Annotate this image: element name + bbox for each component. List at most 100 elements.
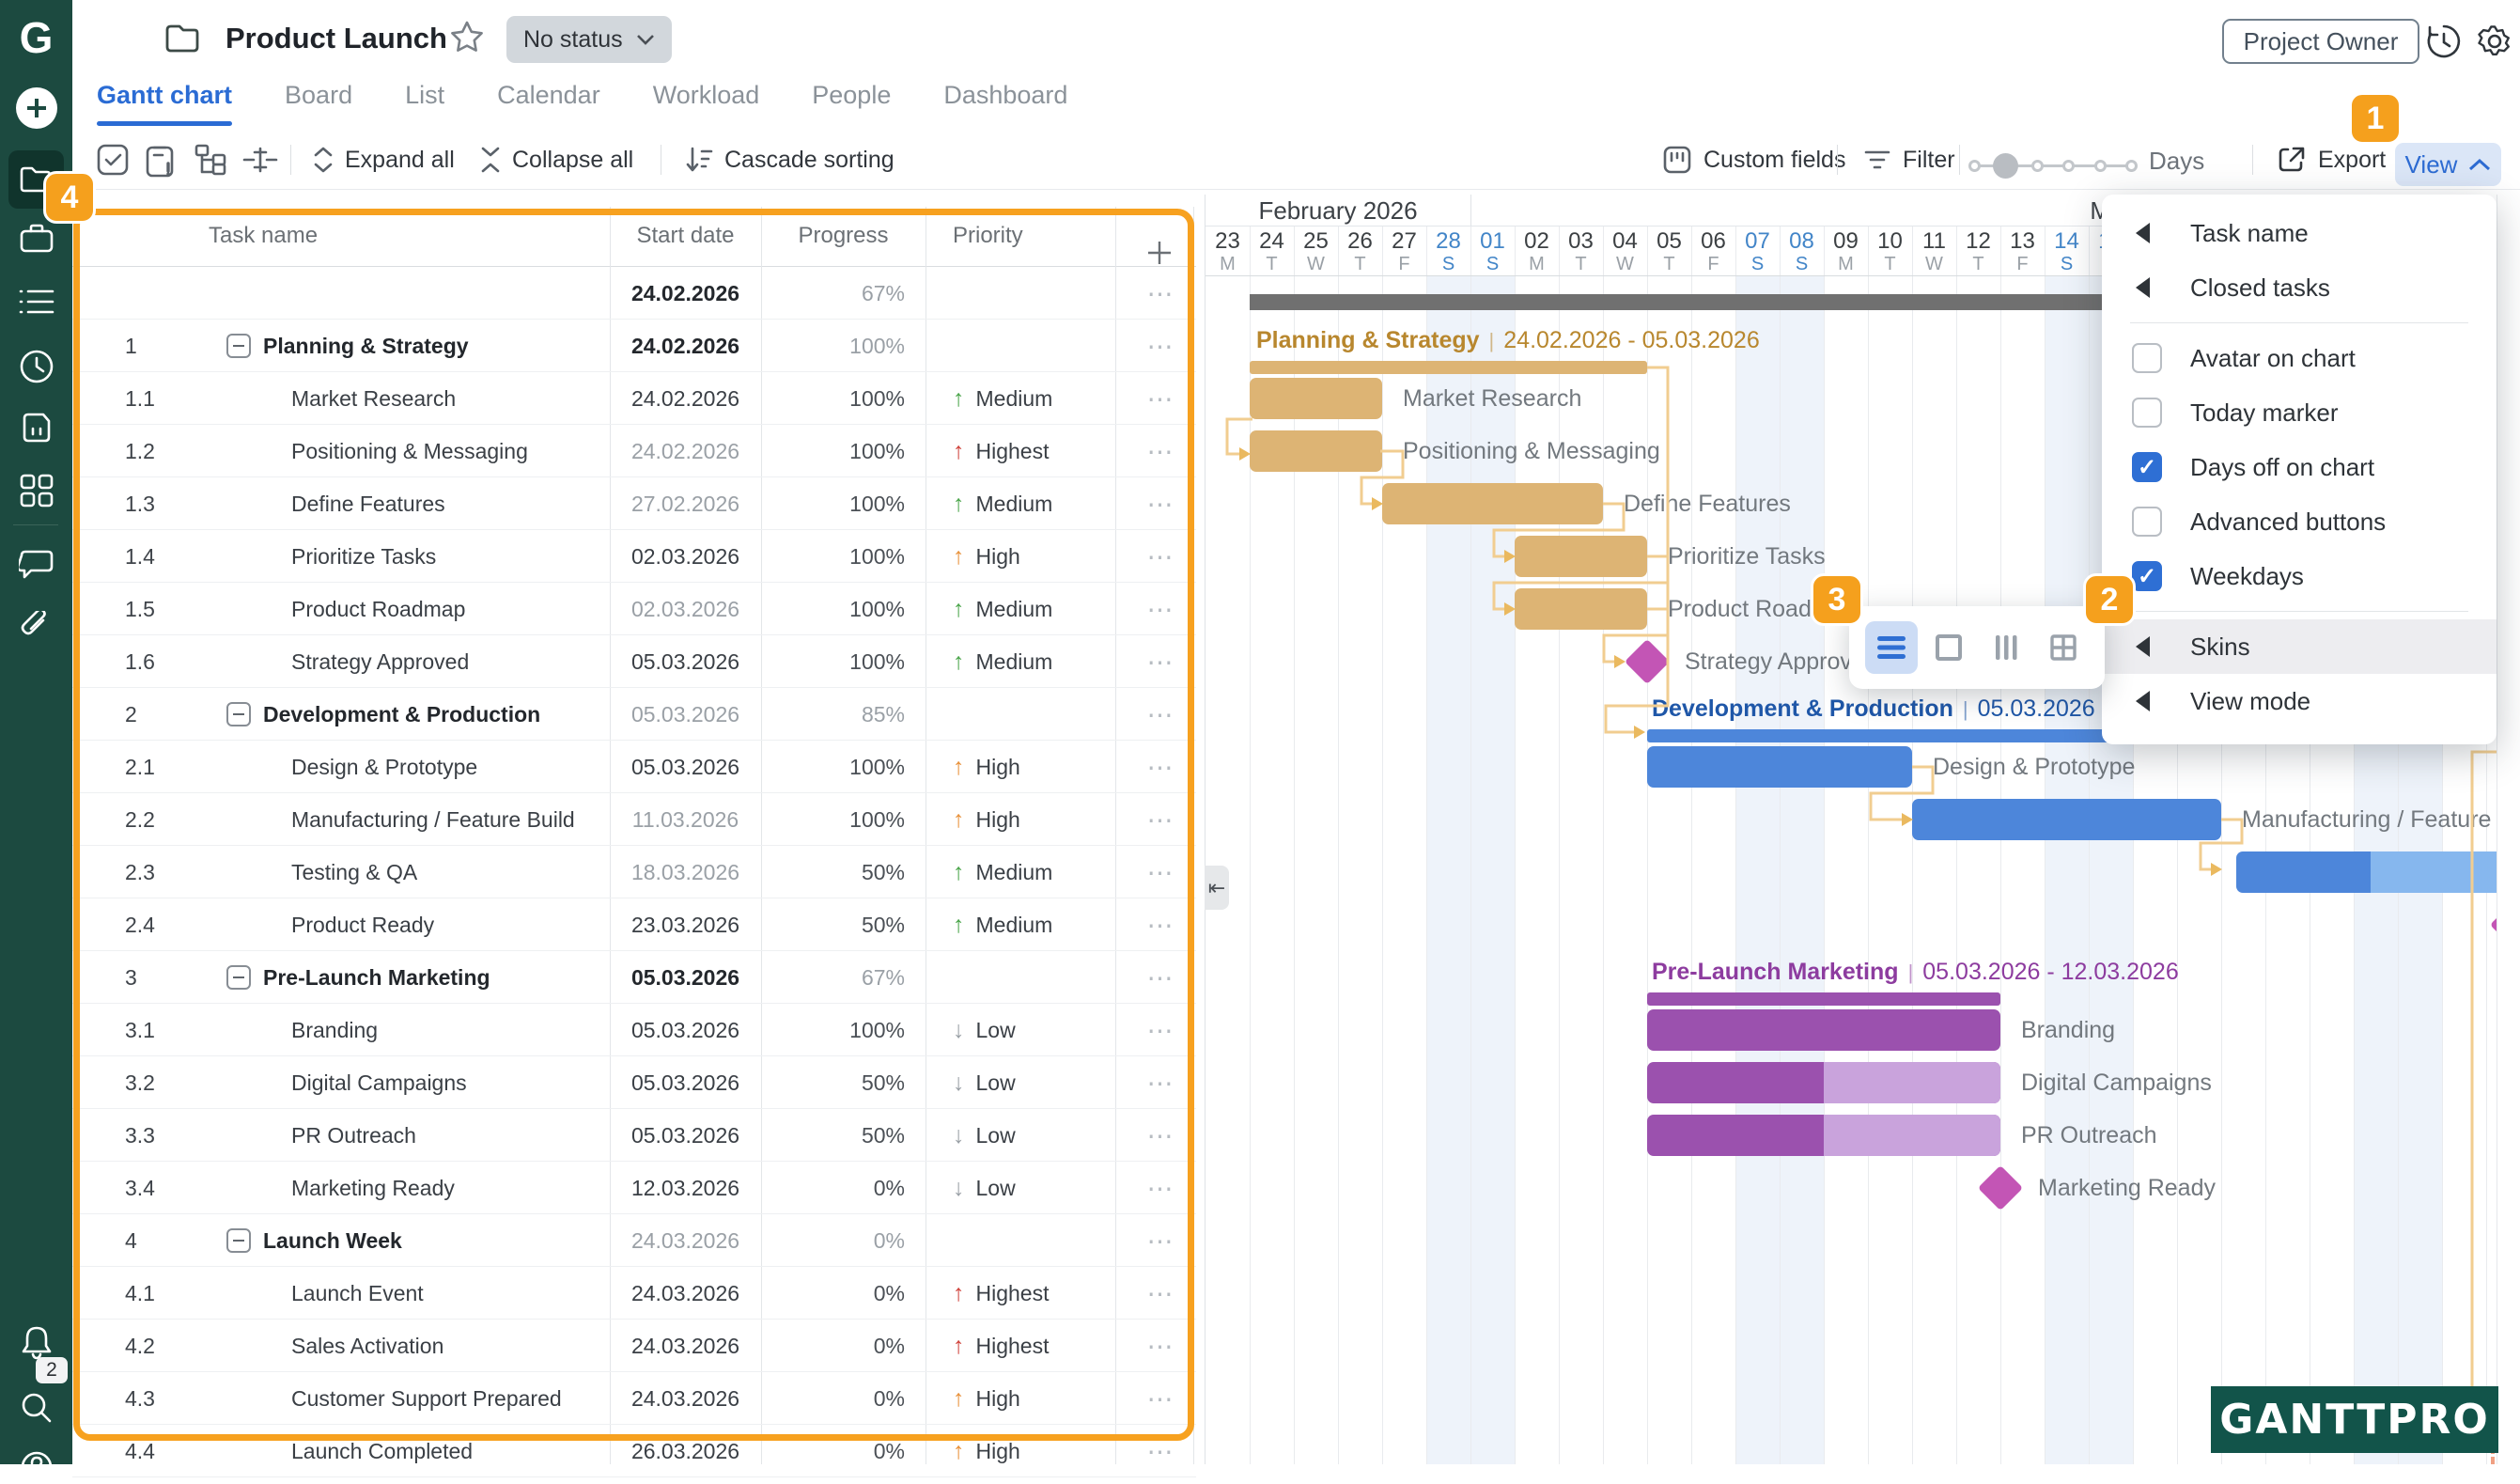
checkbox-unchecked[interactable] [2132, 398, 2162, 428]
column-task-name[interactable]: Task name [209, 223, 319, 248]
expand-all-button[interactable]: Expand all [313, 139, 455, 180]
task-name[interactable]: Marketing Ready [291, 1175, 455, 1200]
task-name[interactable]: Digital Campaigns [291, 1070, 467, 1095]
collapse-row-icon[interactable] [226, 1228, 251, 1253]
table-row[interactable]: 3.3 PR Outreach 05.03.2026 50% ↓ Low ⋯ [72, 1109, 1196, 1162]
table-row[interactable]: 3 Pre-Launch Marketing 05.03.2026 67% ⋯ [72, 951, 1196, 1004]
row-menu-icon[interactable]: ⋯ [1146, 436, 1174, 466]
create-new-button[interactable] [0, 86, 72, 130]
task-name[interactable]: Customer Support Prepared [291, 1385, 562, 1411]
menu-item-closed-tasks[interactable]: Closed tasks [2102, 260, 2497, 315]
notifications-bell-icon[interactable] [20, 1325, 54, 1361]
task-alert-icon[interactable] [144, 143, 178, 179]
task-name[interactable]: Product Ready [291, 912, 435, 937]
task-name[interactable]: Sales Activation [291, 1333, 444, 1358]
row-menu-icon[interactable]: ⋯ [1146, 857, 1174, 887]
task-name[interactable]: Launch Event [291, 1280, 424, 1305]
history-icon[interactable] [2425, 23, 2463, 60]
task-name[interactable]: Positioning & Messaging [291, 438, 528, 463]
task-name[interactable]: Product Roadmap [291, 596, 466, 621]
hierarchy-icon[interactable] [193, 143, 228, 177]
boxes-skin-icon[interactable] [1922, 621, 1975, 674]
table-row[interactable]: 3.1 Branding 05.03.2026 100% ↓ Low ⋯ [72, 1004, 1196, 1056]
settings-gear-icon[interactable] [2476, 23, 2513, 60]
group-bar[interactable] [1647, 992, 2000, 1006]
task-bar[interactable] [1647, 1062, 2000, 1103]
row-menu-icon[interactable]: ⋯ [1146, 1331, 1174, 1361]
task-bar[interactable] [1912, 799, 2221, 840]
table-row[interactable]: 4.3 Customer Support Prepared 24.03.2026 0%… [72, 1372, 1196, 1425]
menu-item-task-name[interactable]: Task name [2102, 206, 2497, 260]
tab-people[interactable]: People [812, 81, 892, 109]
tab-dashboard[interactable]: Dashboard [943, 81, 1068, 109]
row-menu-icon[interactable]: ⋯ [1146, 910, 1174, 940]
task-name[interactable]: Branding [291, 1017, 379, 1042]
columns-skin-icon[interactable] [1980, 621, 2032, 674]
row-menu-icon[interactable]: ⋯ [1146, 489, 1174, 519]
help-icon[interactable] [20, 1450, 54, 1484]
favorite-star-icon[interactable] [448, 19, 486, 56]
row-menu-icon[interactable]: ⋯ [1146, 647, 1174, 677]
tab-workload[interactable]: Workload [652, 81, 760, 109]
checkbox-unchecked[interactable] [2132, 343, 2162, 373]
table-row[interactable]: 1.3 Define Features 27.02.2026 100% ↑ Medium… [72, 477, 1196, 530]
row-menu-icon[interactable]: ⋯ [1146, 278, 1174, 308]
column-priority[interactable]: Priority [953, 223, 1023, 248]
row-menu-icon[interactable]: ⋯ [1146, 1383, 1174, 1414]
row-menu-icon[interactable]: ⋯ [1146, 383, 1174, 414]
menu-item-skins[interactable]: Skins [2102, 619, 2497, 674]
table-row[interactable]: 4.2 Sales Activation 24.03.2026 0% ↑ Highest… [72, 1320, 1196, 1372]
row-menu-icon[interactable]: ⋯ [1146, 1015, 1174, 1045]
task-name[interactable]: Strategy Approved [291, 648, 470, 674]
view-button[interactable]: View [2395, 143, 2501, 186]
table-row[interactable]: 2.4 Product Ready 23.03.2026 50% ↑ Medium ⋯ [72, 898, 1196, 951]
time-log-icon[interactable] [19, 349, 54, 384]
project-owner-button[interactable]: Project Owner [2222, 19, 2419, 64]
table-row[interactable]: 2.1 Design & Prototype 05.03.2026 100% ↑ Hig… [72, 741, 1196, 793]
task-bar[interactable] [1250, 378, 1382, 419]
table-row[interactable]: 4.4 Launch Completed 26.03.2026 0% ↑ High ⋯ [72, 1425, 1196, 1477]
select-tasks-icon[interactable] [96, 143, 130, 177]
collapse-all-button[interactable]: Collapse all [480, 139, 633, 180]
project-status-dropdown[interactable]: No status [506, 16, 672, 63]
slider-handle[interactable] [1993, 153, 2019, 179]
task-bar[interactable] [2236, 851, 2497, 893]
export-button[interactable]: Export [2277, 139, 2386, 180]
portfolio-icon[interactable] [20, 224, 54, 254]
table-row[interactable]: 24.02.2026 67% ⋯ [72, 267, 1196, 320]
ganttpro-logo[interactable]: G [19, 13, 54, 62]
column-start-date[interactable]: Start date [636, 223, 735, 248]
task-name[interactable]: Testing & QA [291, 859, 418, 884]
grid-skin-icon[interactable] [2037, 621, 2090, 674]
group-bar[interactable] [1250, 361, 1647, 374]
slider-stop[interactable] [2125, 160, 2138, 172]
task-bar[interactable] [1647, 1115, 2000, 1156]
row-menu-icon[interactable]: ⋯ [1146, 804, 1174, 835]
menu-item-avatar-on-chart[interactable]: Avatar on chart [2102, 331, 2497, 385]
row-menu-icon[interactable]: ⋯ [1146, 594, 1174, 624]
collapse-row-icon[interactable] [226, 702, 251, 726]
task-bar[interactable] [1515, 588, 1647, 630]
task-name[interactable]: Planning & Strategy [263, 333, 469, 358]
row-menu-icon[interactable]: ⋯ [1146, 962, 1174, 992]
task-bar[interactable] [1382, 483, 1603, 524]
collapse-row-icon[interactable] [226, 965, 251, 990]
task-name[interactable]: Launch Week [263, 1227, 402, 1253]
menu-item-days-off-on-chart[interactable]: ✓ Days off on chart [2102, 440, 2497, 494]
table-row[interactable]: 1.1 Market Research 24.02.2026 100% ↑ Medium… [72, 372, 1196, 425]
row-menu-icon[interactable]: ⋯ [1146, 1068, 1174, 1098]
task-name[interactable]: Manufacturing / Feature Build [291, 806, 575, 832]
row-menu-icon[interactable]: ⋯ [1146, 1436, 1174, 1466]
comments-icon[interactable] [18, 548, 54, 580]
task-bar[interactable] [1647, 1009, 2000, 1051]
row-menu-icon[interactable]: ⋯ [1146, 1278, 1174, 1308]
task-name[interactable]: Design & Prototype [291, 754, 478, 779]
tab-list[interactable]: List [405, 81, 445, 109]
add-column-icon[interactable] [1145, 222, 1174, 284]
collapse-table-handle[interactable]: ⇤ [1205, 866, 1229, 910]
task-bar[interactable] [1647, 746, 1912, 788]
row-menu-icon[interactable]: ⋯ [1146, 1226, 1174, 1256]
task-bar[interactable] [1250, 430, 1382, 472]
slider-stop[interactable] [1968, 160, 1981, 172]
table-row[interactable]: 3.4 Marketing Ready 12.03.2026 0% ↓ Low ⋯ [72, 1162, 1196, 1214]
